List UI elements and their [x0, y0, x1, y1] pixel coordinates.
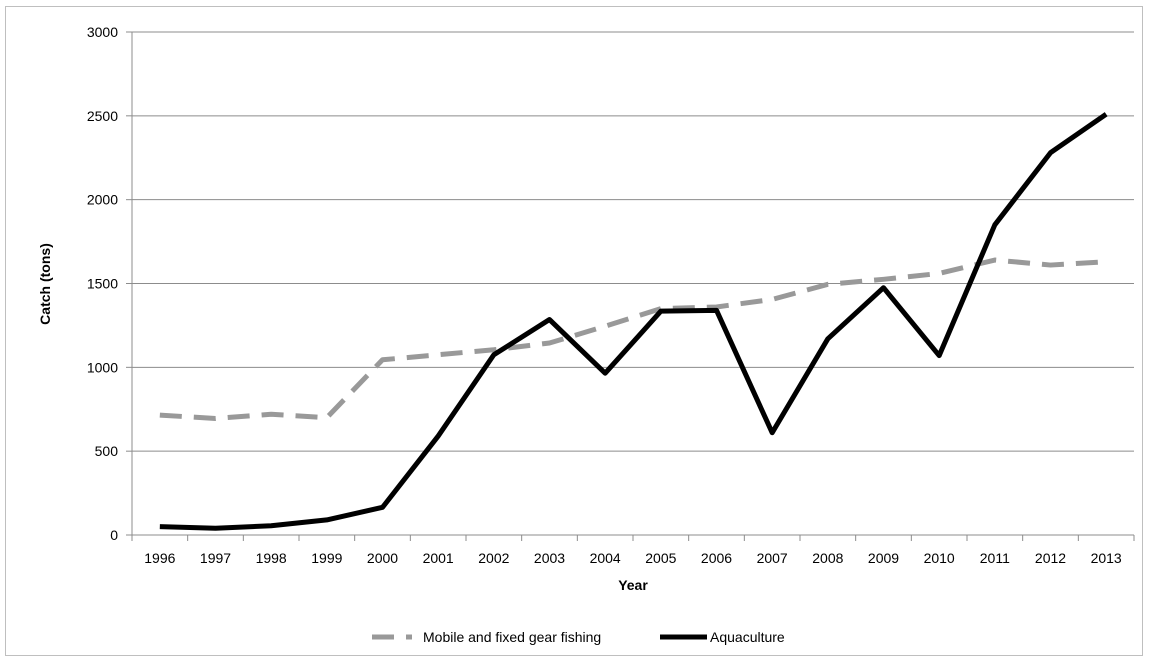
legend-label: Mobile and fixed gear fishing — [423, 629, 601, 645]
x-tick-label: 1997 — [200, 550, 231, 566]
y-tick-labels: 0 500 1000 1500 2000 2500 3000 — [87, 24, 118, 543]
y-axis-title: Catch (tons) — [37, 243, 53, 325]
x-tick-label: 2003 — [534, 550, 565, 566]
x-tick-label: 2007 — [757, 550, 788, 566]
y-tick-label: 1000 — [87, 359, 118, 375]
x-tick-label: 1996 — [144, 550, 175, 566]
x-tick-label: 1998 — [256, 550, 287, 566]
y-tick-label: 2500 — [87, 108, 118, 124]
legend-label: Aquaculture — [710, 629, 785, 645]
x-axis-title: Year — [618, 577, 648, 593]
y-tick-label: 3000 — [87, 24, 118, 40]
gridlines — [132, 31, 1134, 452]
x-tick-label: 1999 — [311, 550, 342, 566]
axes — [126, 31, 1135, 541]
x-tick-label: 2000 — [367, 550, 398, 566]
x-tick-label: 2011 — [980, 550, 1010, 566]
x-tick-label: 2005 — [645, 550, 676, 566]
x-tick-label: 2010 — [924, 550, 955, 566]
series-lines — [159, 112, 1108, 531]
x-tick-labels: 1996 1997 1998 1999 2000 2001 2002 2003 2004 2005… — [144, 550, 1122, 566]
x-tick-label: 2006 — [701, 550, 732, 566]
x-tick-label: 2002 — [478, 550, 509, 566]
x-tick-label: 2004 — [590, 550, 621, 566]
legend: Mobile and fixed gear fishing Aquaculture — [372, 629, 785, 645]
y-tick-label: 1500 — [87, 276, 118, 292]
x-tick-label: 2013 — [1091, 550, 1122, 566]
x-tick-label: 2001 — [423, 550, 454, 566]
series-line-fishing — [159, 257, 1107, 421]
chart-frame — [5, 6, 1143, 656]
y-tick-label: 500 — [95, 443, 119, 459]
x-tick-label: 2009 — [868, 550, 899, 566]
y-tick-label: 2000 — [87, 192, 118, 208]
x-tick-label: 2008 — [812, 550, 843, 566]
x-tick-label: 2012 — [1035, 550, 1066, 566]
y-tick-label: 0 — [110, 527, 118, 543]
series-line-aquaculture — [159, 112, 1108, 531]
